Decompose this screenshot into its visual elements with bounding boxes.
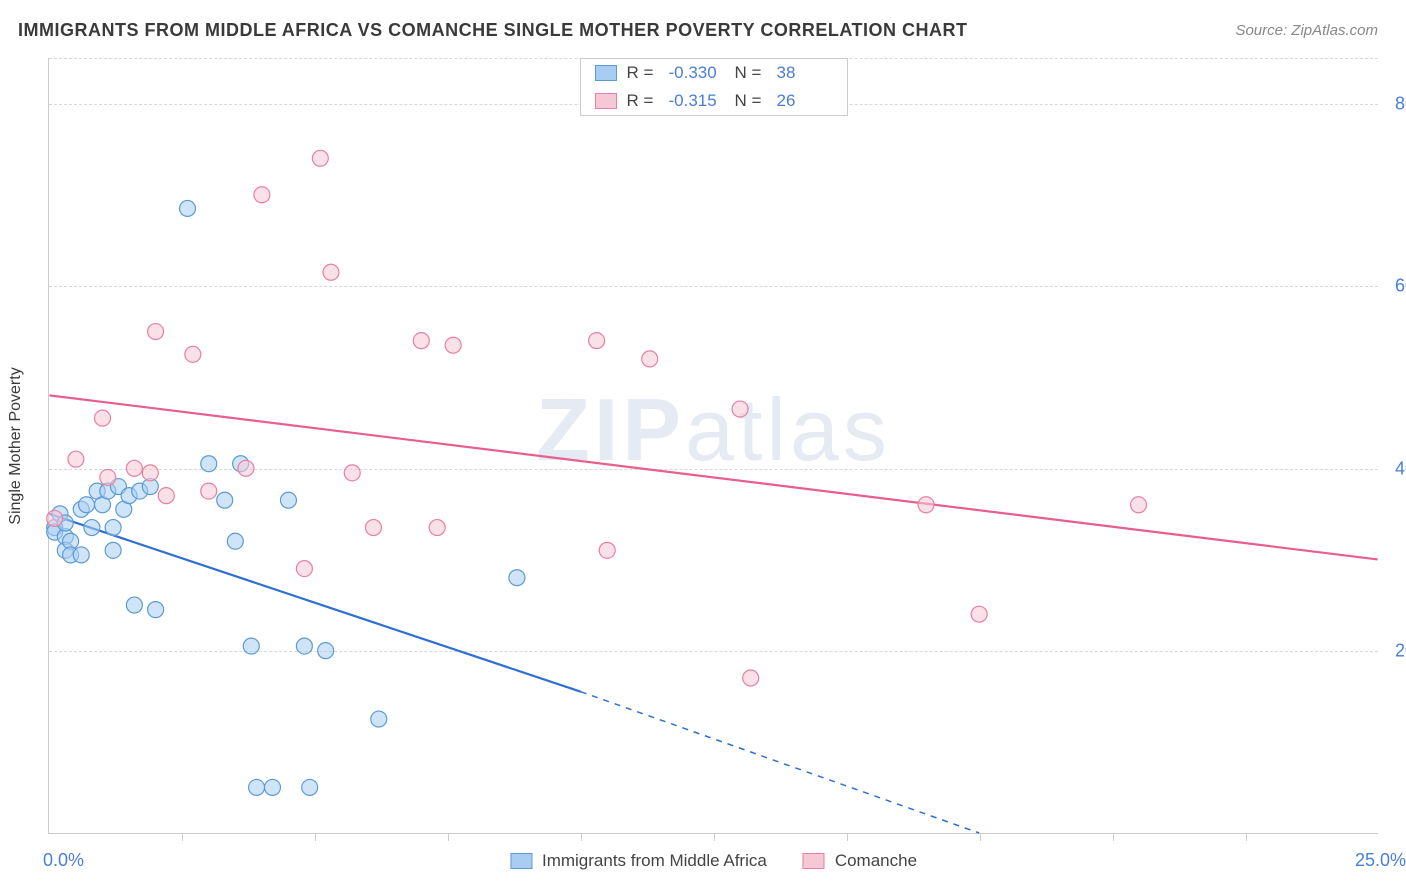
data-point	[296, 638, 312, 654]
y-tick-label: 60.0%	[1395, 276, 1406, 297]
x-tick	[714, 833, 715, 841]
swatch-series2	[595, 93, 617, 109]
data-point	[68, 451, 84, 467]
n-value-series2: 26	[777, 91, 833, 111]
data-point	[47, 510, 63, 526]
data-point	[180, 200, 196, 216]
data-point	[94, 410, 110, 426]
x-tick	[980, 833, 981, 841]
trend-line	[49, 395, 1377, 559]
data-point	[365, 520, 381, 536]
data-point	[158, 488, 174, 504]
data-point	[126, 597, 142, 613]
data-point	[238, 460, 254, 476]
data-point	[148, 602, 164, 618]
trend-line-dashed	[581, 692, 979, 833]
data-point	[79, 497, 95, 513]
data-point	[142, 465, 158, 481]
data-point	[243, 638, 259, 654]
legend-row-series2: R = -0.315 N = 26	[581, 87, 847, 115]
data-point	[445, 337, 461, 353]
data-point	[589, 333, 605, 349]
legend-series: Immigrants from Middle Africa Comanche	[510, 851, 917, 871]
data-point	[201, 456, 217, 472]
r-value-series1: -0.330	[669, 63, 725, 83]
x-tick-min: 0.0%	[43, 850, 84, 871]
data-point	[73, 547, 89, 563]
y-tick-label: 40.0%	[1395, 458, 1406, 479]
data-point	[918, 497, 934, 513]
x-tick	[448, 833, 449, 841]
data-point	[254, 187, 270, 203]
data-point	[201, 483, 217, 499]
data-point	[743, 670, 759, 686]
swatch-series1-b	[510, 853, 532, 869]
data-point	[323, 264, 339, 280]
data-point	[971, 606, 987, 622]
data-point	[302, 779, 318, 795]
x-tick	[1113, 833, 1114, 841]
y-tick-label: 80.0%	[1395, 93, 1406, 114]
x-tick	[315, 833, 316, 841]
data-point	[599, 542, 615, 558]
data-point	[84, 520, 100, 536]
data-point	[732, 401, 748, 417]
data-point	[105, 520, 121, 536]
legend-row-series1: R = -0.330 N = 38	[581, 59, 847, 87]
x-tick	[847, 833, 848, 841]
x-tick	[581, 833, 582, 841]
swatch-series2-b	[803, 853, 825, 869]
data-point	[265, 779, 281, 795]
x-tick	[182, 833, 183, 841]
data-point	[413, 333, 429, 349]
data-point	[296, 561, 312, 577]
scatter-svg	[49, 58, 1378, 833]
data-point	[1131, 497, 1147, 513]
data-point	[126, 460, 142, 476]
y-axis-label: Single Mother Poverty	[7, 367, 25, 524]
data-point	[227, 533, 243, 549]
source-label: Source: ZipAtlas.com	[1235, 22, 1378, 39]
legend-item-series1: Immigrants from Middle Africa	[510, 851, 767, 871]
chart-title: IMMIGRANTS FROM MIDDLE AFRICA VS COMANCH…	[18, 20, 968, 41]
data-point	[280, 492, 296, 508]
data-point	[100, 469, 116, 485]
swatch-series1	[595, 65, 617, 81]
x-tick-max: 25.0%	[1355, 850, 1406, 871]
data-point	[318, 643, 334, 659]
legend-stats: R = -0.330 N = 38 R = -0.315 N = 26	[580, 58, 848, 116]
data-point	[642, 351, 658, 367]
legend-item-series2: Comanche	[803, 851, 917, 871]
r-value-series2: -0.315	[669, 91, 725, 111]
data-point	[312, 150, 328, 166]
data-point	[217, 492, 233, 508]
data-point	[148, 324, 164, 340]
data-point	[105, 542, 121, 558]
data-point	[429, 520, 445, 536]
data-point	[509, 570, 525, 586]
data-point	[185, 346, 201, 362]
y-tick-label: 20.0%	[1395, 641, 1406, 662]
x-tick	[1246, 833, 1247, 841]
data-point	[371, 711, 387, 727]
correlation-chart: IMMIGRANTS FROM MIDDLE AFRICA VS COMANCH…	[0, 0, 1406, 892]
plot-area: ZIPatlas 20.0%40.0%60.0%80.0% 0.0% 25.0%…	[48, 58, 1378, 834]
n-value-series1: 38	[777, 63, 833, 83]
data-point	[249, 779, 265, 795]
data-point	[344, 465, 360, 481]
